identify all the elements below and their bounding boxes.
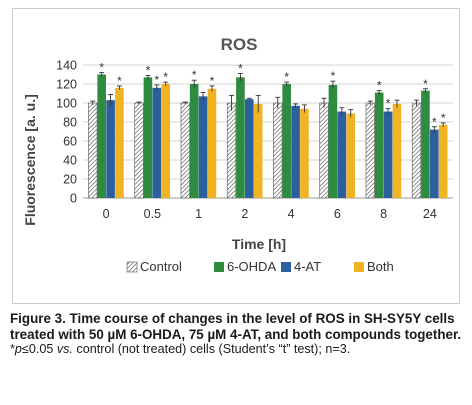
significance-star-Both-0.5: * bbox=[163, 70, 168, 84]
bar-4-AT-1 bbox=[198, 96, 208, 198]
legend-label-Both: Both bbox=[367, 259, 394, 274]
bar-6-OHDA-4 bbox=[282, 84, 291, 198]
bar-Control-4 bbox=[273, 102, 283, 199]
legend-swatch-4-AT bbox=[281, 262, 291, 272]
note-p: p bbox=[14, 342, 22, 356]
bar-Both-6 bbox=[346, 113, 356, 198]
bar-4-AT-0.5 bbox=[152, 87, 162, 198]
chart-title: ROS bbox=[221, 35, 258, 54]
y-tick-label-140: 140 bbox=[56, 59, 77, 73]
x-tick-label-0: 0 bbox=[103, 207, 110, 221]
bar-Control-1 bbox=[180, 102, 190, 199]
legend-label-Control: Control bbox=[140, 259, 182, 274]
bar-Both-1 bbox=[207, 88, 217, 198]
significance-star-6-OHDA-0: * bbox=[99, 61, 104, 75]
bar-Both-2 bbox=[253, 103, 263, 198]
significance-star-Both-24: * bbox=[441, 111, 446, 125]
bar-Both-8 bbox=[392, 103, 402, 198]
bar-Control-0.5 bbox=[134, 102, 144, 199]
bar-Control-0 bbox=[88, 102, 98, 199]
significance-star-6-OHDA-0.5: * bbox=[146, 63, 151, 77]
significance-star-6-OHDA-1: * bbox=[192, 68, 197, 82]
y-tick-label-0: 0 bbox=[70, 192, 77, 206]
note-threshold: ≤0.05 bbox=[21, 342, 57, 356]
x-tick-label-2: 2 bbox=[241, 207, 248, 221]
y-tick-label-60: 60 bbox=[63, 135, 77, 149]
x-tick-label-1: 1 bbox=[195, 207, 202, 221]
y-tick-label-40: 40 bbox=[63, 154, 77, 168]
bar-4-AT-2 bbox=[245, 99, 254, 198]
significance-star-6-OHDA-24: * bbox=[423, 77, 428, 91]
significance-star-6-OHDA-2: * bbox=[238, 62, 243, 76]
x-tick-label-8: 8 bbox=[380, 207, 387, 221]
note-mark: * bbox=[10, 342, 15, 356]
caption-label: Figure 3. bbox=[10, 311, 66, 326]
y-axis-ticks: 0 20 40 60 80 100 120 140 bbox=[56, 59, 77, 206]
note-rest: control (not treated) cells (Student’s “… bbox=[72, 342, 351, 356]
bar-Both-0.5 bbox=[161, 84, 171, 198]
y-tick-label-80: 80 bbox=[63, 116, 77, 130]
significance-star-4-AT-24: * bbox=[432, 115, 437, 129]
significance-star-4-AT-8: * bbox=[386, 97, 391, 111]
bar-6-OHDA-1 bbox=[189, 84, 199, 198]
x-tick-label-4: 4 bbox=[288, 207, 295, 221]
x-axis-label: Time [h] bbox=[232, 236, 286, 252]
caption-main: Figure 3. Time course of changes in the … bbox=[10, 311, 466, 342]
significance-star-4-AT-0.5: * bbox=[154, 73, 159, 87]
significance-star-Both-1: * bbox=[210, 74, 215, 88]
significance-star-6-OHDA-8: * bbox=[377, 79, 382, 93]
bar-Both-0 bbox=[115, 87, 124, 198]
legend-swatch-6-OHDA bbox=[214, 262, 224, 272]
legend-label-4-AT: 4-AT bbox=[294, 259, 321, 274]
bar-4-AT-0 bbox=[106, 100, 115, 198]
bar-Control-8 bbox=[365, 102, 375, 199]
legend-swatch-Control bbox=[126, 261, 138, 273]
figure-frame: ROS 0 20 40 60 80 100 120 140 * * * * * * * * * * * * * * * 0… bbox=[12, 8, 460, 304]
bar-Control-6 bbox=[319, 102, 329, 199]
bar-6-OHDA-8 bbox=[374, 92, 384, 198]
bar-Control-24 bbox=[411, 102, 422, 199]
bar-Both-24 bbox=[438, 124, 448, 198]
significance-star-Both-0: * bbox=[117, 74, 122, 88]
significance-star-6-OHDA-6: * bbox=[331, 69, 336, 83]
y-axis-label: Fluorescence [a. u.] bbox=[22, 94, 38, 225]
caption-note: *p≤0.05 vs. control (not treated) cells … bbox=[10, 342, 466, 358]
bar-6-OHDA-24 bbox=[421, 90, 430, 198]
bar-6-OHDA-0.5 bbox=[143, 77, 153, 198]
x-axis-ticks: 0 0.5 1 2 4 6 8 24 bbox=[103, 207, 437, 221]
x-tick-label-0.5: 0.5 bbox=[144, 207, 161, 221]
legend: Control 6-OHDA 4-AT Both bbox=[126, 259, 394, 274]
bar-4-AT-4 bbox=[291, 105, 300, 198]
bar-6-OHDA-2 bbox=[236, 77, 245, 198]
bar-4-AT-6 bbox=[337, 111, 347, 198]
bar-4-AT-24 bbox=[430, 129, 439, 198]
bars: **** * * *** ***** * bbox=[88, 61, 448, 199]
legend-swatch-Both bbox=[354, 262, 364, 272]
x-tick-label-6: 6 bbox=[334, 207, 341, 221]
y-tick-label-120: 120 bbox=[56, 78, 77, 92]
bar-4-AT-8 bbox=[383, 111, 393, 198]
y-tick-label-100: 100 bbox=[56, 97, 77, 111]
significance-star-6-OHDA-4: * bbox=[284, 70, 289, 84]
caption-text: Time course of changes in the level of R… bbox=[10, 311, 462, 342]
bar-6-OHDA-6 bbox=[328, 84, 338, 198]
y-tick-label-20: 20 bbox=[63, 173, 77, 187]
bar-Both-4 bbox=[300, 108, 309, 198]
figure-caption: Figure 3. Time course of changes in the … bbox=[10, 311, 466, 358]
bar-6-OHDA-0 bbox=[97, 74, 106, 198]
legend-label-6-OHDA: 6-OHDA bbox=[227, 259, 276, 274]
x-tick-label-24: 24 bbox=[423, 207, 437, 221]
bar-Control-2 bbox=[226, 102, 237, 199]
note-vs: vs. bbox=[56, 342, 73, 356]
